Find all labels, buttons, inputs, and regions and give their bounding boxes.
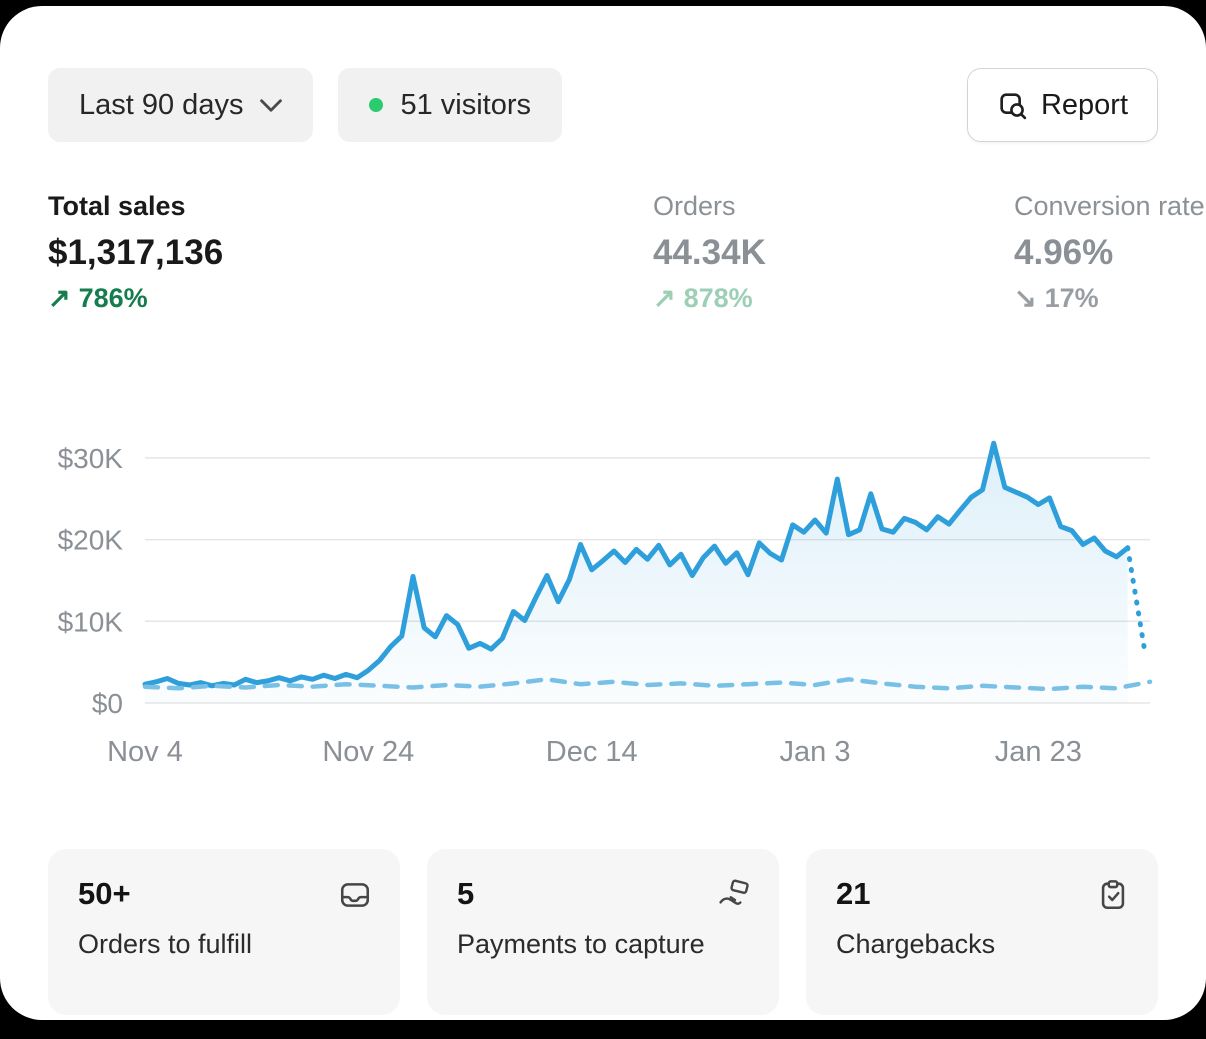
report-label: Report (1040, 88, 1128, 121)
topbar: Last 90 days 51 visitors Report (48, 68, 1158, 142)
payment-capture-icon (717, 878, 751, 912)
card-value: 5 (457, 876, 475, 911)
chart-line-previous-period (142, 677, 1153, 692)
live-dot-icon (369, 98, 384, 112)
metric-delta: ↘ 17% (1014, 282, 1205, 314)
metric-conversion-rate[interactable]: Conversion rate 4.96% ↘ 17% (1014, 190, 1205, 314)
y-tick-label: $20K (58, 525, 124, 556)
card-label: Chargebacks (836, 929, 996, 959)
analytics-panel: Last 90 days 51 visitors Report T (0, 6, 1206, 1020)
metric-value: $1,317,136 (48, 233, 224, 272)
delta-value: 17% (1044, 283, 1099, 313)
card-value: 50+ (78, 876, 131, 911)
y-tick-label: $10K (58, 606, 124, 637)
trend-up-arrow-icon: ↗ (48, 283, 71, 313)
delta-value: 786% (78, 283, 148, 313)
delta-value: 878% (683, 283, 753, 313)
metric-label: Conversion rate (1014, 191, 1205, 221)
metric-label: Orders (653, 191, 736, 221)
card-label: Payments to capture (457, 929, 705, 959)
metric-value: 4.96% (1014, 233, 1114, 272)
chart-area-fill (145, 443, 1128, 703)
orders-to-fulfill-card[interactable]: 50+ Orders to fulfill (48, 849, 400, 1015)
chevron-down-icon (260, 98, 283, 112)
trend-down-arrow-icon: ↘ (1014, 283, 1037, 313)
clipboard-check-icon (1096, 878, 1130, 912)
chart-line-current-period (142, 440, 1131, 689)
card-value: 21 (836, 876, 871, 911)
date-range-selector[interactable]: Last 90 days (48, 68, 314, 142)
x-tick-label: Jan 23 (995, 736, 1082, 768)
payments-to-capture-card[interactable]: 5 Payments to capture (427, 849, 779, 1015)
metric-label: Total sales (48, 191, 186, 221)
card-label: Orders to fulfill (78, 929, 253, 959)
metric-orders[interactable]: Orders 44.34K ↗ 878% (653, 190, 766, 314)
y-tick-label: $30K (58, 443, 124, 474)
date-range-label: Last 90 days (79, 88, 244, 121)
report-icon (997, 90, 1028, 121)
action-cards: 50+ Orders to fulfill 5 Payments to capt… (48, 849, 1158, 1015)
metric-total-sales[interactable]: Total sales $1,317,136 ↗ 786% (48, 190, 223, 314)
metric-delta: ↗ 786% (48, 282, 223, 314)
trend-up-arrow-icon: ↗ (653, 283, 676, 313)
visitors-label: 51 visitors (400, 88, 531, 121)
metric-value: 44.34K (653, 233, 766, 272)
report-button[interactable]: Report (966, 68, 1158, 142)
live-visitors-badge[interactable]: 51 visitors (338, 68, 562, 142)
inbox-icon (338, 878, 372, 912)
chargebacks-card[interactable]: 21 Chargebacks (806, 849, 1158, 1015)
metric-delta: ↗ 878% (653, 282, 766, 314)
chart-line-projection (1125, 545, 1148, 659)
total-sales-chart: $0 $10K $20K $30K Nov 4 Nov 24 Dec 14 Jan 3 Jan … (58, 440, 1153, 768)
y-tick-label: $0 (92, 688, 123, 719)
x-tick-label: Dec 14 (546, 736, 638, 768)
x-tick-label: Nov 24 (322, 736, 414, 768)
topbar-left: Last 90 days 51 visitors (48, 68, 562, 142)
x-tick-label: Jan 3 (780, 736, 851, 768)
x-tick-label: Nov 4 (107, 736, 183, 768)
